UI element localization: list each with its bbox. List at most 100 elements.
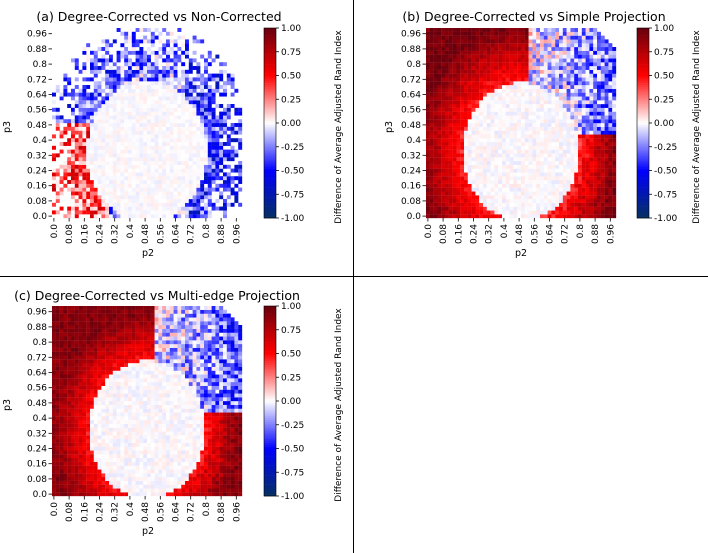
heatmap-cell [608, 100, 613, 105]
heatmap-cell [120, 69, 125, 74]
heatmap-cell [139, 130, 144, 135]
heatmap-cell [543, 66, 548, 70]
heatmap-cell [589, 145, 594, 150]
heatmap-cell [215, 164, 220, 169]
heatmap-cell [86, 145, 91, 150]
heatmap-cell [521, 119, 525, 124]
heatmap-cell [150, 187, 155, 192]
heatmap-cell [150, 123, 155, 127]
heatmap-cell [585, 92, 590, 97]
heatmap-cell [120, 100, 125, 105]
heatmap-cell [521, 130, 525, 135]
heatmap-cell [581, 88, 586, 93]
heatmap-cell [128, 81, 132, 86]
heatmap-cell [109, 153, 113, 158]
heatmap-cell [559, 214, 563, 219]
heatmap-cell [521, 107, 525, 112]
heatmap-cell [109, 183, 113, 188]
heatmap-cell [204, 488, 208, 493]
heatmap-cell [200, 488, 205, 493]
heatmap-cell [147, 168, 151, 173]
heatmap-cell [593, 145, 598, 150]
heatmap-cell [162, 149, 167, 154]
heatmap-cell [105, 138, 110, 143]
heatmap-cell [502, 195, 506, 200]
heatmap-cell [547, 31, 552, 36]
heatmap-cell [93, 145, 98, 150]
heatmap-cell [192, 104, 197, 108]
heatmap-cell [498, 176, 503, 181]
heatmap-cell [226, 172, 231, 177]
heatmap-cell [173, 484, 178, 489]
heatmap-cell [181, 180, 186, 184]
heatmap-cell [215, 88, 220, 93]
heatmap-cell [441, 73, 446, 78]
heatmap-cell [55, 210, 60, 215]
heatmap-cell [562, 39, 567, 44]
heatmap-cell [483, 153, 487, 158]
heatmap-cell [101, 492, 106, 497]
heatmap-cell [207, 96, 212, 101]
heatmap-cell [158, 214, 163, 219]
heatmap-cell [429, 168, 434, 173]
heatmap-cell [173, 119, 178, 124]
heatmap-cell [555, 206, 560, 211]
heatmap-cell [540, 142, 544, 146]
heatmap-cell [219, 206, 224, 211]
heatmap-cell [154, 62, 159, 67]
heatmap-cell [166, 488, 170, 493]
heatmap-cell [158, 180, 163, 184]
heatmap-cell [597, 73, 601, 78]
heatmap-cell [505, 202, 510, 207]
heatmap-cell [230, 180, 235, 184]
heatmap-cell [143, 115, 148, 120]
heatmap-cell [585, 119, 590, 124]
heatmap-cell [585, 58, 590, 63]
heatmap-cell [555, 104, 560, 108]
heatmap-cell [230, 92, 235, 97]
heatmap-cell [578, 50, 582, 55]
heatmap-cell [429, 172, 434, 177]
heatmap-cell [150, 39, 155, 44]
heatmap-cell [608, 153, 613, 158]
heatmap-cell [215, 161, 220, 165]
heatmap-cell [612, 206, 617, 211]
colorbar-segment [637, 81, 649, 84]
heatmap-cell [55, 168, 60, 173]
heatmap-cell [71, 107, 75, 112]
heatmap-cell [471, 142, 476, 146]
heatmap-cell [559, 96, 563, 101]
heatmap-cell [566, 149, 571, 154]
heatmap-cell [188, 123, 193, 127]
heatmap-cell [502, 145, 506, 150]
heatmap-cell [196, 488, 201, 493]
heatmap-cell [597, 134, 601, 139]
heatmap-cell [135, 149, 140, 154]
heatmap-cell [426, 145, 430, 150]
heatmap-cell [540, 107, 544, 112]
heatmap-cell [498, 199, 503, 203]
heatmap-cell [562, 28, 567, 32]
heatmap-cell [158, 145, 163, 150]
heatmap-cell [460, 88, 465, 93]
heatmap-cell [124, 39, 129, 44]
heatmap-cell [479, 43, 484, 48]
heatmap-cell [196, 62, 201, 67]
heatmap-cell [479, 77, 484, 82]
heatmap-cell [112, 176, 117, 181]
heatmap-cell [456, 50, 461, 55]
heatmap-cell [124, 58, 129, 63]
heatmap-cell [589, 73, 594, 78]
heatmap-cell [578, 85, 582, 89]
heatmap-cell [502, 199, 506, 203]
heatmap-cell [513, 115, 518, 120]
heatmap-cell [177, 161, 182, 165]
heatmap-cell [517, 88, 522, 93]
heatmap-cell [524, 199, 529, 203]
heatmap-cell [97, 187, 102, 192]
heatmap-cell [433, 206, 438, 211]
heatmap-cell [120, 85, 125, 89]
heatmap-cell [150, 66, 155, 70]
heatmap-cell [131, 145, 136, 150]
heatmap-cell [173, 69, 178, 74]
